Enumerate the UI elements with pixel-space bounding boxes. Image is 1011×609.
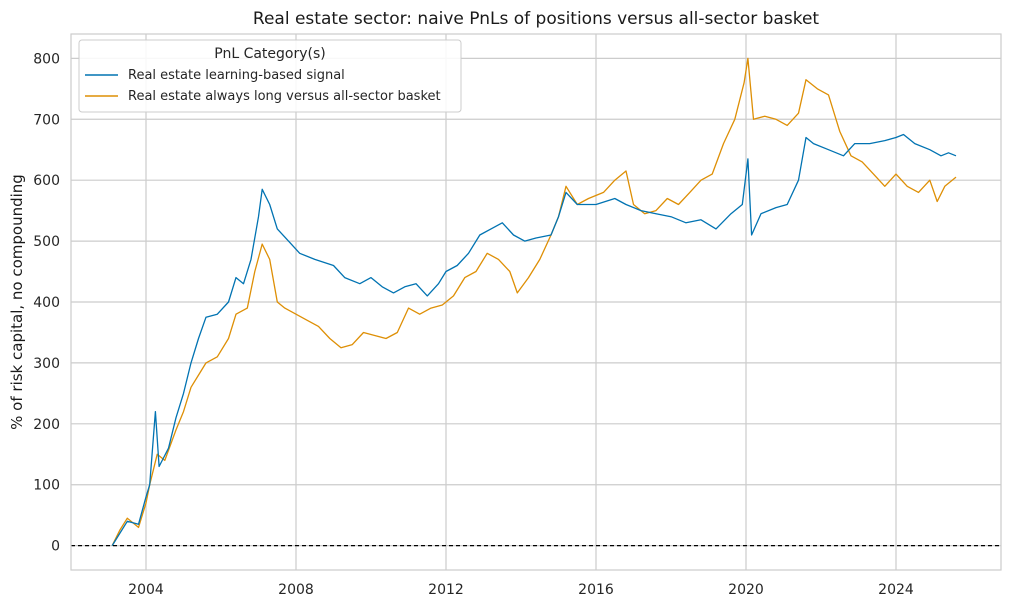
chart-title: Real estate sector: naive PnLs of positi…	[253, 9, 819, 29]
legend-title: PnL Category(s)	[214, 46, 326, 62]
y-tick-label: 500	[33, 234, 60, 250]
y-tick-label: 600	[33, 173, 60, 189]
x-tick-label: 2008	[278, 582, 314, 598]
y-tick-label: 800	[33, 51, 60, 67]
x-tick-label: 2012	[428, 582, 464, 598]
y-axis-title: % of risk capital, no compounding	[8, 174, 26, 430]
legend: PnL Category(s) Real estate learning-bas…	[78, 39, 462, 113]
y-tick-label: 0	[51, 539, 60, 555]
plot-frame	[70, 33, 1002, 571]
series-line-0	[111, 133, 957, 546]
legend-box	[78, 39, 462, 113]
grid	[71, 34, 1001, 570]
y-tick-label: 400	[33, 295, 60, 311]
legend-label-always-long: Real estate always long versus all-secto…	[128, 89, 441, 104]
y-tick-label: 100	[33, 478, 60, 494]
x-tick-label: 2020	[728, 582, 764, 598]
y-tick-label: 300	[33, 356, 60, 372]
y-axis-ticks: 0 100 200 300 400 500 600 700 800	[33, 51, 60, 554]
series-line-1	[111, 57, 957, 546]
x-tick-label: 2004	[128, 582, 164, 598]
x-tick-label: 2024	[878, 582, 914, 598]
y-tick-label: 700	[33, 112, 60, 128]
legend-label-learning-signal: Real estate learning-based signal	[128, 68, 345, 83]
series-layer	[111, 57, 957, 546]
y-tick-label: 200	[33, 417, 60, 433]
x-tick-label: 2016	[578, 582, 614, 598]
x-axis-ticks: 2004 2008 2012 2016 2020 2024	[128, 582, 914, 598]
